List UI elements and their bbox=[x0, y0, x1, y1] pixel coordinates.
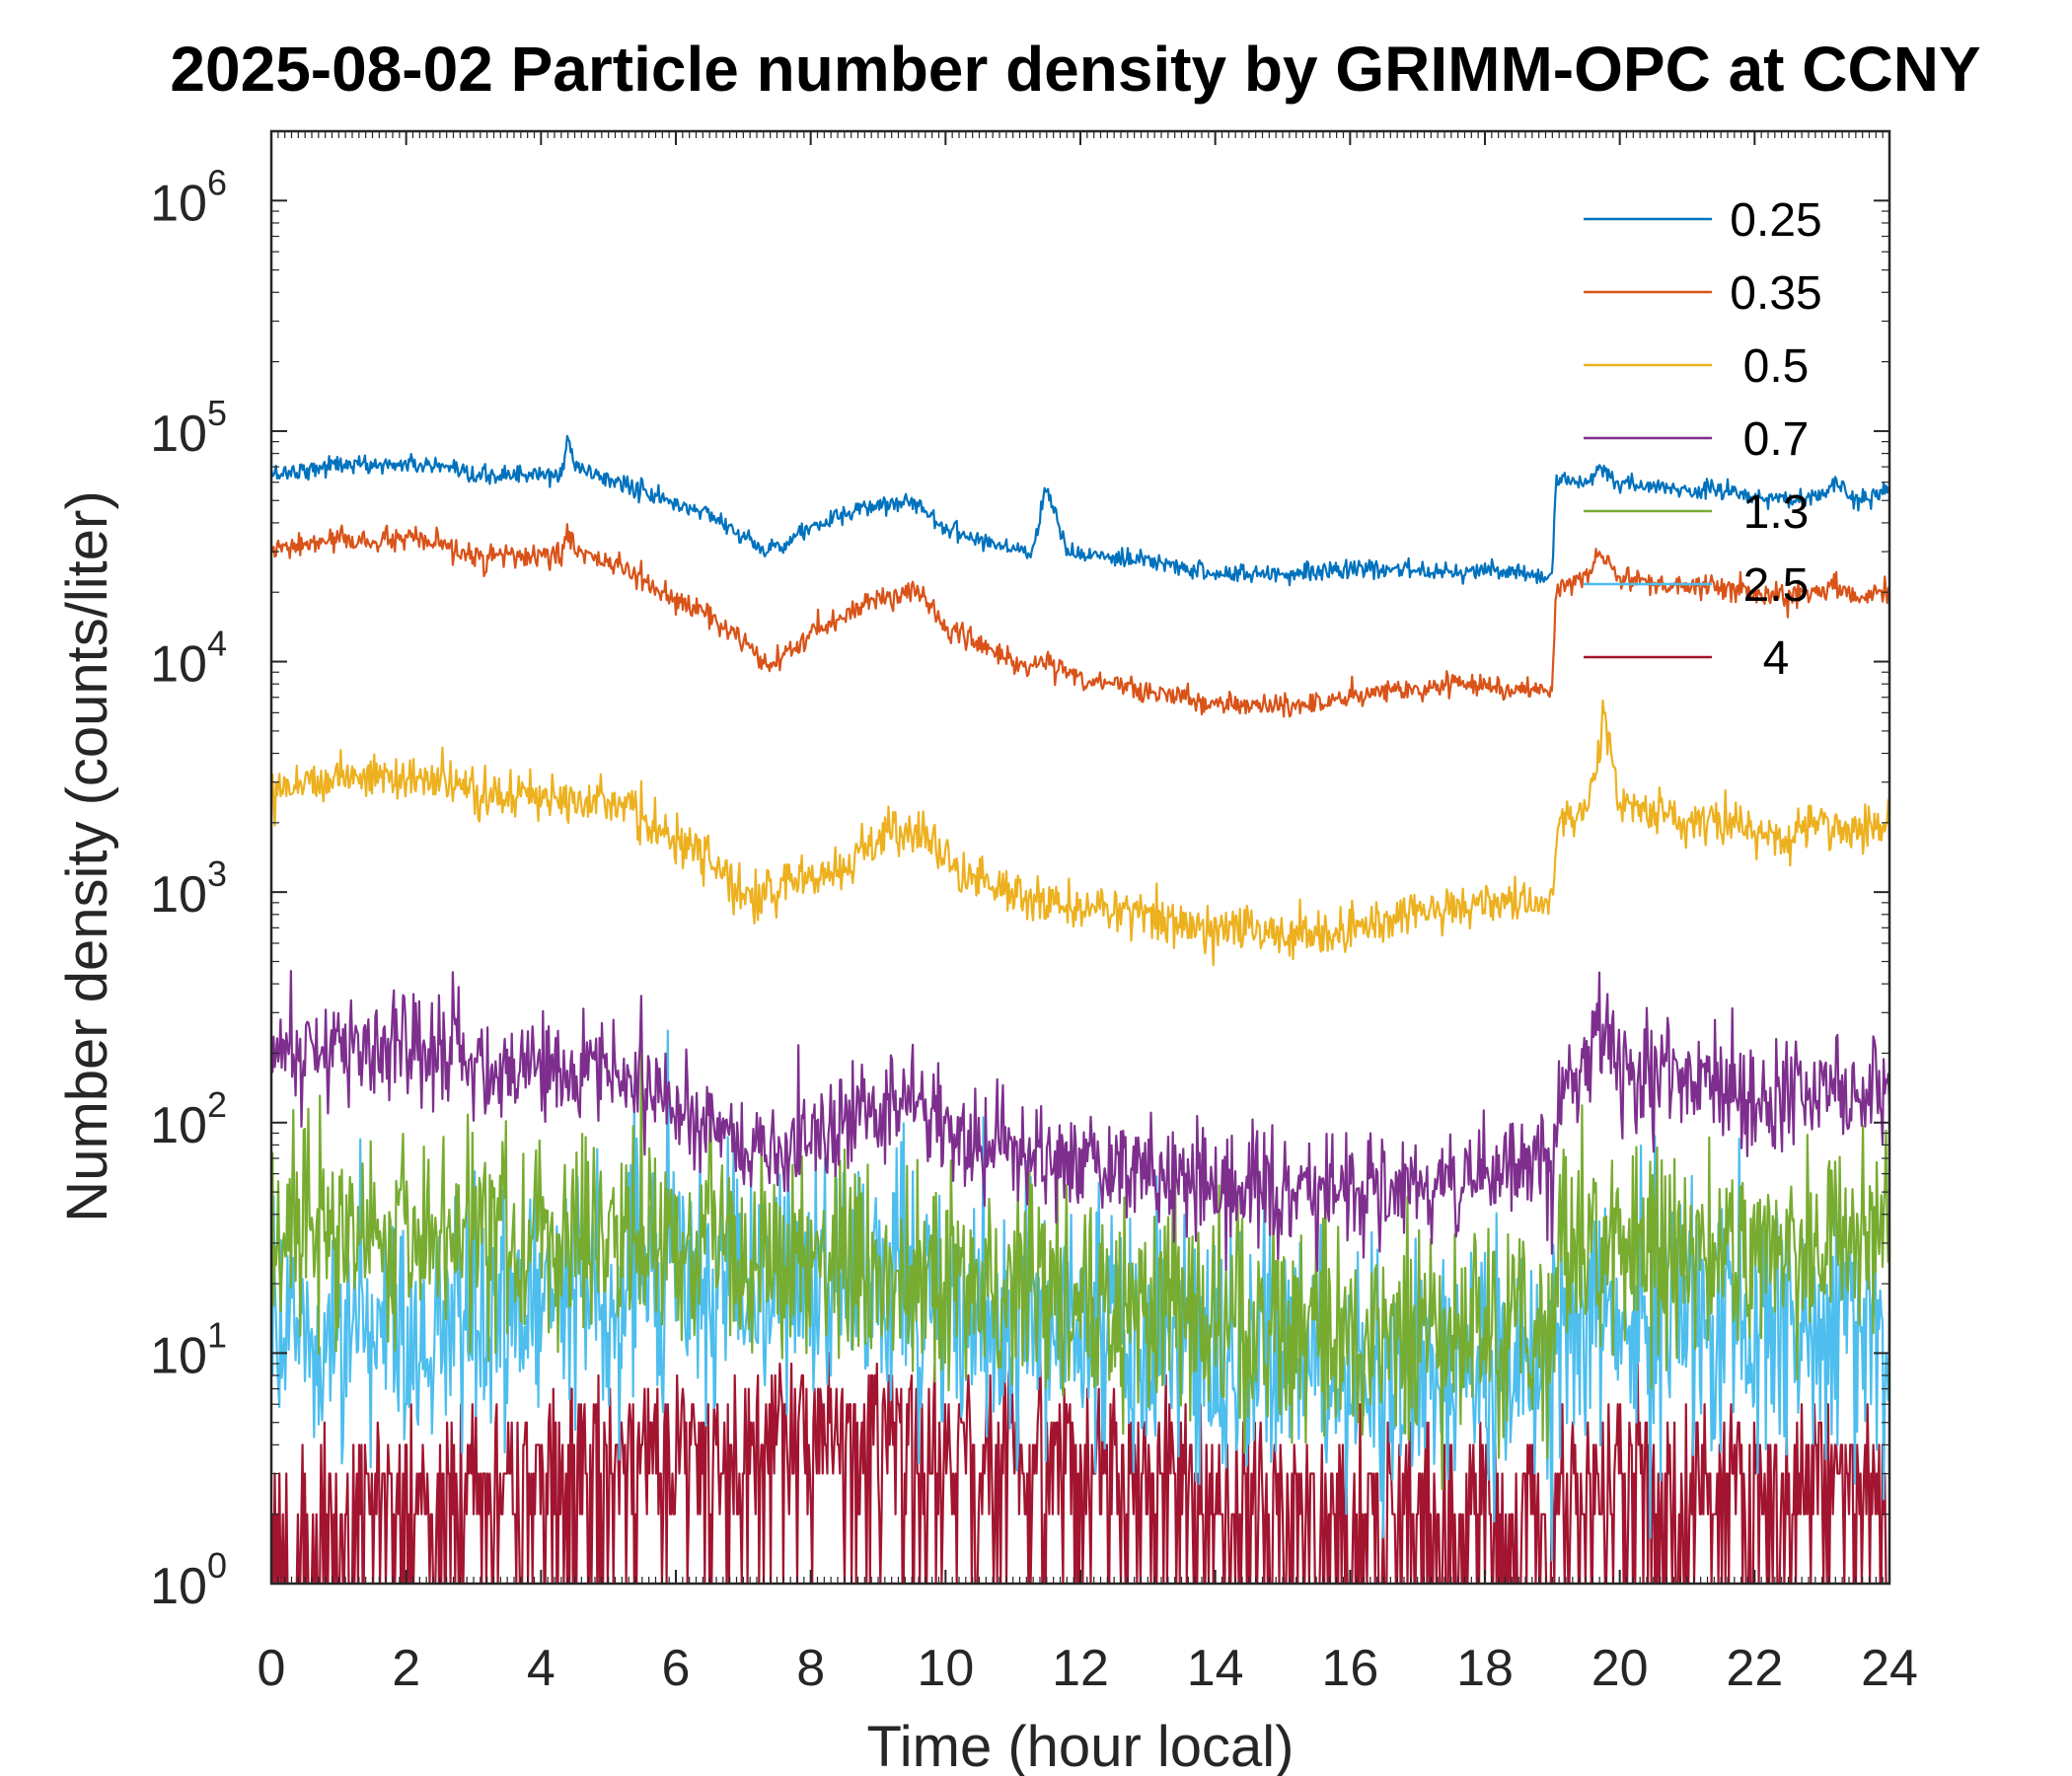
x-tick-label: 4 bbox=[527, 1640, 555, 1697]
chart-title: 2025-08-02 Particle number density by GR… bbox=[170, 34, 1980, 105]
series-line-0-5 bbox=[271, 699, 1889, 967]
y-tick-label: 106 bbox=[150, 162, 227, 232]
y-tick-label: 100 bbox=[150, 1545, 227, 1615]
series-line-4 bbox=[271, 1342, 1889, 1584]
legend-label: 1.3 bbox=[1743, 486, 1810, 539]
axis-layer: 0 2 4 6 8 10 12 14 16 18 20 22 241001011021031041051… bbox=[150, 130, 1918, 1697]
x-axis-label: Time (hour local) bbox=[867, 1715, 1295, 1776]
y-tick-label: 104 bbox=[150, 624, 227, 694]
x-tick-label: 0 bbox=[258, 1640, 286, 1697]
series-line-0-7 bbox=[271, 970, 1889, 1273]
legend-label: 0.7 bbox=[1743, 413, 1810, 466]
x-tick-label: 14 bbox=[1187, 1640, 1244, 1697]
series-layer bbox=[271, 434, 1889, 1584]
y-tick-label: 101 bbox=[150, 1314, 227, 1384]
legend-label: 0.25 bbox=[1730, 194, 1821, 247]
y-tick-label: 105 bbox=[150, 393, 227, 463]
x-tick-label: 12 bbox=[1052, 1640, 1109, 1697]
x-tick-label: 22 bbox=[1726, 1640, 1783, 1697]
x-tick-label: 16 bbox=[1321, 1640, 1378, 1697]
legend-label: 0.5 bbox=[1743, 340, 1810, 393]
y-tick-label: 102 bbox=[150, 1084, 227, 1154]
x-tick-label: 24 bbox=[1861, 1640, 1918, 1697]
x-tick-label: 8 bbox=[796, 1640, 825, 1697]
x-tick-label: 10 bbox=[917, 1640, 974, 1697]
legend-label: 2.5 bbox=[1743, 559, 1810, 612]
legend-label: 0.35 bbox=[1730, 267, 1821, 320]
legend: 0.25 0.35 0.5 0.7 1.3 2.5 4 bbox=[1584, 194, 1822, 685]
series-line-1-3 bbox=[271, 1042, 1889, 1491]
y-tick-label: 103 bbox=[150, 853, 227, 924]
series-line-0-25 bbox=[271, 434, 1889, 587]
series-line-2-5 bbox=[271, 1029, 1889, 1562]
x-tick-label: 20 bbox=[1591, 1640, 1649, 1697]
series-line-0-35 bbox=[271, 523, 1889, 718]
y-axis-label: Number density (counts/liter) bbox=[55, 490, 119, 1221]
x-tick-label: 18 bbox=[1456, 1640, 1514, 1697]
legend-label: 4 bbox=[1763, 632, 1790, 685]
x-tick-label: 6 bbox=[662, 1640, 691, 1697]
x-tick-label: 2 bbox=[392, 1640, 420, 1697]
